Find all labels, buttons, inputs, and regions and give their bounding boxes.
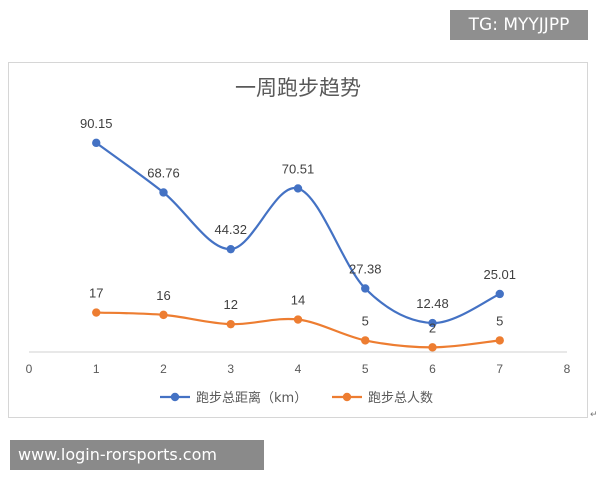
legend-item: 跑步总人数 <box>332 391 433 406</box>
x-axis: 0 1 2 3 4 5 6 7 8 <box>26 351 571 376</box>
data-point <box>159 310 168 320</box>
data-labels: 90.15 68.76 44.32 70.51 27.38 12.48 25.01 17 16 1… <box>80 116 516 336</box>
legend-item: 跑步总距离（km） <box>160 390 307 406</box>
x-tick-label: 0 <box>26 362 33 376</box>
data-label: 5 <box>496 313 503 328</box>
legend: 跑步总距离（km） 跑步总人数 <box>160 390 433 406</box>
data-point <box>293 315 303 324</box>
x-tick-label: 1 <box>93 362 100 376</box>
data-label: 5 <box>362 313 369 328</box>
data-label: 90.15 <box>80 116 113 131</box>
data-label: 70.51 <box>282 161 315 176</box>
x-tick-label: 4 <box>295 362 302 376</box>
paragraph-mark: ↵ <box>590 410 598 420</box>
chart-frame <box>8 62 588 418</box>
chart-title: 一周跑步趋势 <box>235 76 361 100</box>
data-label: 17 <box>89 286 103 301</box>
data-point <box>495 336 504 345</box>
x-tick-label: 7 <box>496 362 503 376</box>
legend-swatch-marker <box>170 392 180 402</box>
data-point <box>361 336 370 345</box>
data-label: 12.48 <box>416 296 449 311</box>
legend-label: 跑步总人数 <box>368 391 433 406</box>
data-label: 2 <box>429 320 436 335</box>
x-tick-label: 6 <box>429 362 436 376</box>
data-label: 68.76 <box>147 165 180 180</box>
data-point <box>495 289 504 299</box>
x-tick-label: 8 <box>564 362 571 376</box>
data-label: 14 <box>291 293 305 308</box>
data-point <box>226 244 235 254</box>
x-tick-label: 3 <box>227 362 234 376</box>
data-label: 16 <box>156 288 170 303</box>
x-tick-label: 5 <box>362 362 369 376</box>
data-label: 25.01 <box>483 267 516 282</box>
legend-swatch-marker <box>342 392 352 402</box>
data-point <box>159 188 168 197</box>
tg-banner: TG: MYYJJPP <box>450 10 588 40</box>
series-layer <box>92 138 504 352</box>
data-point <box>293 184 303 193</box>
data-point <box>92 138 101 148</box>
data-point <box>92 308 101 317</box>
legend-label: 跑步总距离（km） <box>196 390 307 406</box>
data-label: 12 <box>224 297 238 312</box>
x-tick-label: 2 <box>160 362 167 376</box>
data-label: 44.32 <box>214 222 247 237</box>
data-point <box>226 319 235 329</box>
data-point <box>428 343 437 352</box>
data-point <box>361 284 370 293</box>
website-banner: www.login-rorsports.com <box>10 440 264 470</box>
series-distance <box>92 138 504 328</box>
data-label: 27.38 <box>349 261 382 276</box>
data-point <box>428 318 437 328</box>
series-runners <box>92 308 504 352</box>
